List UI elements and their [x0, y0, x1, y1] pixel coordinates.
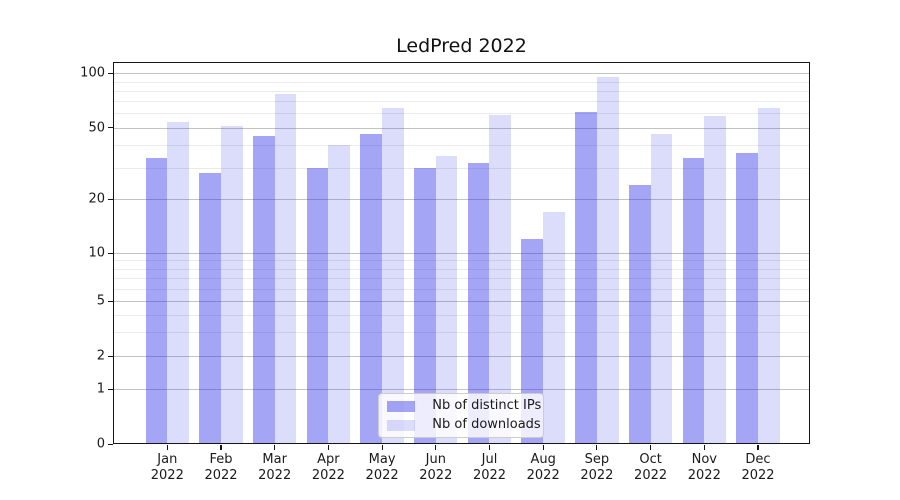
bar-downloads-jan: [167, 121, 189, 445]
x-tick-mark: [488, 444, 491, 450]
gridline-minor: [113, 314, 810, 316]
x-tick-label: May 2022: [365, 452, 399, 483]
x-tick-label: Jun 2022: [419, 452, 453, 483]
y-tick-label: 20: [88, 191, 105, 207]
x-tick-label: Jan 2022: [150, 452, 184, 483]
gridline-minor: [113, 268, 810, 270]
x-tick-mark: [757, 444, 759, 450]
x-tick-mark: [220, 444, 222, 450]
x-tick-label: Oct 2022: [634, 452, 668, 483]
y-tick-mark: [108, 355, 113, 357]
x-tick-mark: [327, 444, 329, 450]
y-tick-label: 50: [88, 120, 105, 136]
plot-area: Nb of distinct IPs Nb of downloads: [113, 62, 810, 445]
bar-distinct-ips-sep: [575, 112, 597, 445]
bar-distinct-ips-may: [360, 134, 383, 445]
bar-downloads-jul: [489, 114, 512, 445]
bar-distinct-ips-jul: [467, 162, 490, 445]
gridline-major: [113, 389, 810, 391]
bar-distinct-ips-jan: [145, 157, 168, 445]
x-tick-label: Mar 2022: [258, 452, 292, 483]
legend-item-distinct-ips: Nb of distinct IPs: [387, 398, 541, 414]
y-tick-label: 0: [96, 436, 105, 452]
chart-title: LedPred 2022: [396, 35, 527, 57]
y-tick-mark: [108, 127, 113, 129]
bar-downloads-nov: [704, 116, 726, 445]
bar-downloads-dec: [757, 108, 780, 445]
bar-downloads-may: [382, 108, 404, 445]
x-tick-mark: [166, 444, 168, 450]
x-tick-label: Sep 2022: [580, 452, 614, 483]
gridline-minor: [113, 288, 810, 290]
bar-downloads-oct: [650, 134, 673, 445]
y-tick-label: 1: [96, 381, 105, 397]
legend-label-downloads: Nb of downloads: [432, 417, 541, 432]
x-tick-mark: [703, 444, 705, 450]
y-tick-mark: [108, 252, 113, 254]
y-tick-mark: [108, 443, 113, 445]
legend-label-distinct-ips: Nb of distinct IPs: [432, 398, 542, 413]
gridline-minor: [113, 167, 810, 169]
gridline-major: [113, 253, 810, 255]
x-tick-label: Jul 2022: [472, 452, 507, 483]
gridline-minor: [113, 260, 810, 262]
y-tick-label: 5: [96, 293, 105, 309]
legend: Nb of distinct IPs Nb of downloads: [378, 393, 545, 438]
bar-downloads-sep: [596, 77, 619, 445]
gridline-minor: [113, 331, 810, 333]
y-tick-label: 100: [80, 65, 105, 81]
bar-distinct-ips-dec: [736, 153, 758, 445]
legend-item-downloads: Nb of downloads: [387, 417, 541, 433]
x-tick-label: Feb 2022: [204, 452, 238, 483]
y-tick-mark: [108, 72, 113, 74]
gridline-minor: [113, 101, 810, 103]
y-tick-mark: [108, 300, 113, 302]
gridline-major: [113, 199, 810, 201]
x-tick-mark: [542, 444, 544, 450]
gridline-minor: [113, 277, 810, 279]
gridline-minor: [113, 90, 810, 92]
x-tick-label: Nov 2022: [687, 452, 721, 483]
legend-swatch-downloads: [387, 419, 416, 431]
gridline-major: [113, 127, 810, 129]
bar-distinct-ips-aug: [521, 239, 544, 445]
y-tick-mark: [108, 198, 113, 200]
x-tick-mark: [435, 444, 437, 450]
x-tick-label: Dec 2022: [741, 452, 775, 483]
gridline-major: [113, 356, 810, 358]
gridline-minor: [113, 145, 810, 147]
bar-distinct-ips-jun: [414, 167, 436, 445]
y-tick-mark: [108, 388, 113, 390]
x-tick-label: Aug 2022: [526, 452, 560, 483]
x-tick-mark: [650, 444, 652, 450]
y-tick-label: 2: [96, 348, 105, 364]
bar-distinct-ips-oct: [628, 185, 651, 445]
x-tick-mark: [596, 444, 598, 450]
bar-distinct-ips-nov: [682, 157, 705, 445]
bar-distinct-ips-mar: [252, 135, 275, 445]
bar-downloads-jun: [435, 155, 458, 445]
bar-downloads-feb: [220, 126, 243, 445]
legend-swatch-distinct-ips: [387, 400, 416, 412]
bar-downloads-aug: [543, 211, 565, 445]
y-tick-label: 10: [88, 245, 105, 261]
x-tick-mark: [274, 444, 276, 450]
bar-downloads-mar: [274, 93, 297, 445]
bar-downloads-apr: [328, 145, 351, 445]
gridline-major: [113, 73, 810, 75]
bar-distinct-ips-feb: [199, 173, 221, 445]
x-tick-label: Apr 2022: [311, 452, 345, 483]
gridline-minor: [113, 113, 810, 115]
x-tick-mark: [381, 444, 383, 450]
bar-distinct-ips-apr: [306, 167, 329, 445]
gridline-major: [113, 301, 810, 303]
gridline-minor: [113, 81, 810, 83]
